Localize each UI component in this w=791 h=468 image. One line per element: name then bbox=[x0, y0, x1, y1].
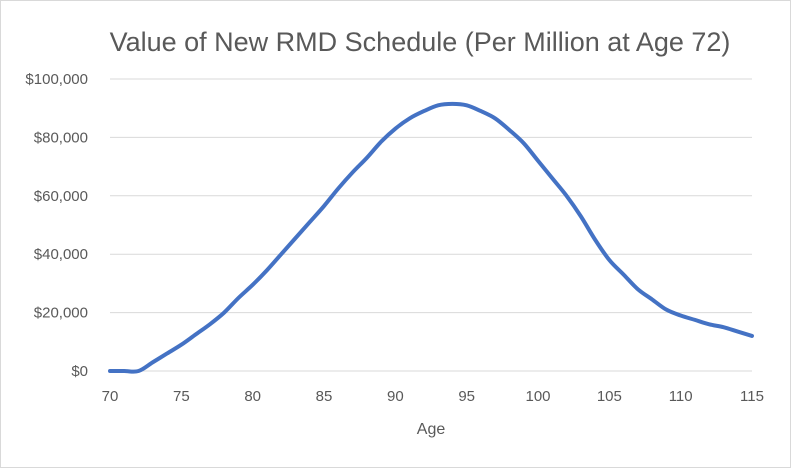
gridlines bbox=[110, 78, 752, 372]
x-tick-label: 70 bbox=[102, 388, 119, 405]
series-line bbox=[108, 101, 754, 374]
y-tick-label: $60,000 bbox=[34, 188, 88, 205]
y-tick-label: $20,000 bbox=[34, 305, 88, 322]
y-tick-label: $0 bbox=[71, 363, 88, 380]
chart-title: Value of New RMD Schedule (Per Million a… bbox=[110, 27, 731, 57]
x-tick-label: 100 bbox=[525, 388, 550, 405]
y-axis-ticks: $0 $20,000 $40,000 $60,000 $80,000 $100,000 bbox=[25, 71, 88, 380]
x-tick-label: 80 bbox=[244, 388, 261, 405]
x-tick-label: 85 bbox=[316, 388, 333, 405]
x-tick-label: 115 bbox=[740, 388, 764, 405]
x-tick-label: 110 bbox=[669, 388, 693, 405]
y-tick-label: $80,000 bbox=[34, 129, 88, 146]
y-tick-label: $100,000 bbox=[25, 71, 88, 88]
x-axis-ticks: 70 75 80 85 90 95 100 105 110 115 bbox=[102, 388, 764, 405]
x-axis-label: Age bbox=[417, 421, 446, 438]
series-group bbox=[108, 101, 754, 374]
x-tick-label: 95 bbox=[458, 388, 475, 405]
x-tick-label: 105 bbox=[597, 388, 622, 405]
x-tick-label: 90 bbox=[387, 388, 404, 405]
x-tick-label: 75 bbox=[173, 388, 190, 405]
y-tick-label: $40,000 bbox=[34, 246, 88, 263]
